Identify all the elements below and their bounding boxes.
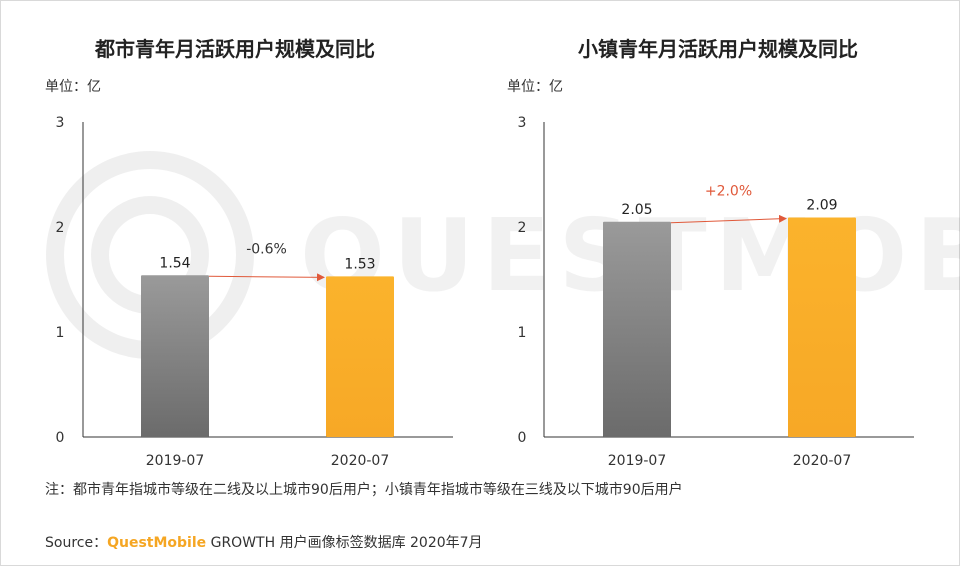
source-brand: QuestMobile	[107, 535, 207, 551]
left-y-tick-label: 0	[56, 430, 65, 446]
right-category-label: 2019-07	[608, 453, 667, 469]
left-growth-arrow	[208, 273, 325, 282]
left-y-tick-label: 2	[56, 220, 65, 236]
right-growth-label: +2.0%	[705, 184, 752, 200]
right-y-tick-label: 0	[518, 430, 527, 446]
left-bar-2019-07	[141, 275, 209, 437]
source-prefix: Source：	[45, 535, 108, 551]
left-value-label: 1.53	[344, 256, 375, 272]
right-bar-2020-07	[788, 217, 856, 437]
left-y-tick-label: 3	[56, 115, 65, 131]
right-category-label: 2020-07	[793, 453, 852, 469]
left-growth-label: -0.6%	[246, 241, 287, 257]
left-category-label: 2019-07	[146, 453, 205, 469]
left-chart-title: 都市青年月活跃用户规模及同比	[95, 37, 375, 61]
source-line: Source：QuestMobile GROWTH 用户画像标签数据库 2020…	[45, 532, 483, 552]
right-bar-2019-07	[603, 221, 671, 437]
left-value-label: 1.54	[159, 255, 190, 271]
right-value-label: 2.09	[806, 198, 837, 214]
right-value-label: 2.05	[621, 202, 652, 218]
source-suffix: GROWTH 用户画像标签数据库 2020年7月	[206, 535, 483, 551]
right-y-tick-label: 1	[518, 325, 527, 341]
left-unit-label: 单位：亿	[45, 79, 101, 95]
right-growth-arrow	[670, 214, 787, 224]
left-y-tick-label: 1	[56, 325, 65, 341]
right-chart-title: 小镇青年月活跃用户规模及同比	[578, 37, 858, 61]
right-y-tick-label: 2	[518, 220, 527, 236]
right-y-tick-label: 3	[518, 115, 527, 131]
right-unit-label: 单位：亿	[507, 79, 563, 95]
footnote: 注：都市青年指城市等级在二线及以上城市90后用户；小镇青年指城市等级在三线及以下…	[45, 482, 683, 498]
left-category-label: 2020-07	[331, 453, 390, 469]
left-bar-2020-07	[326, 276, 394, 437]
